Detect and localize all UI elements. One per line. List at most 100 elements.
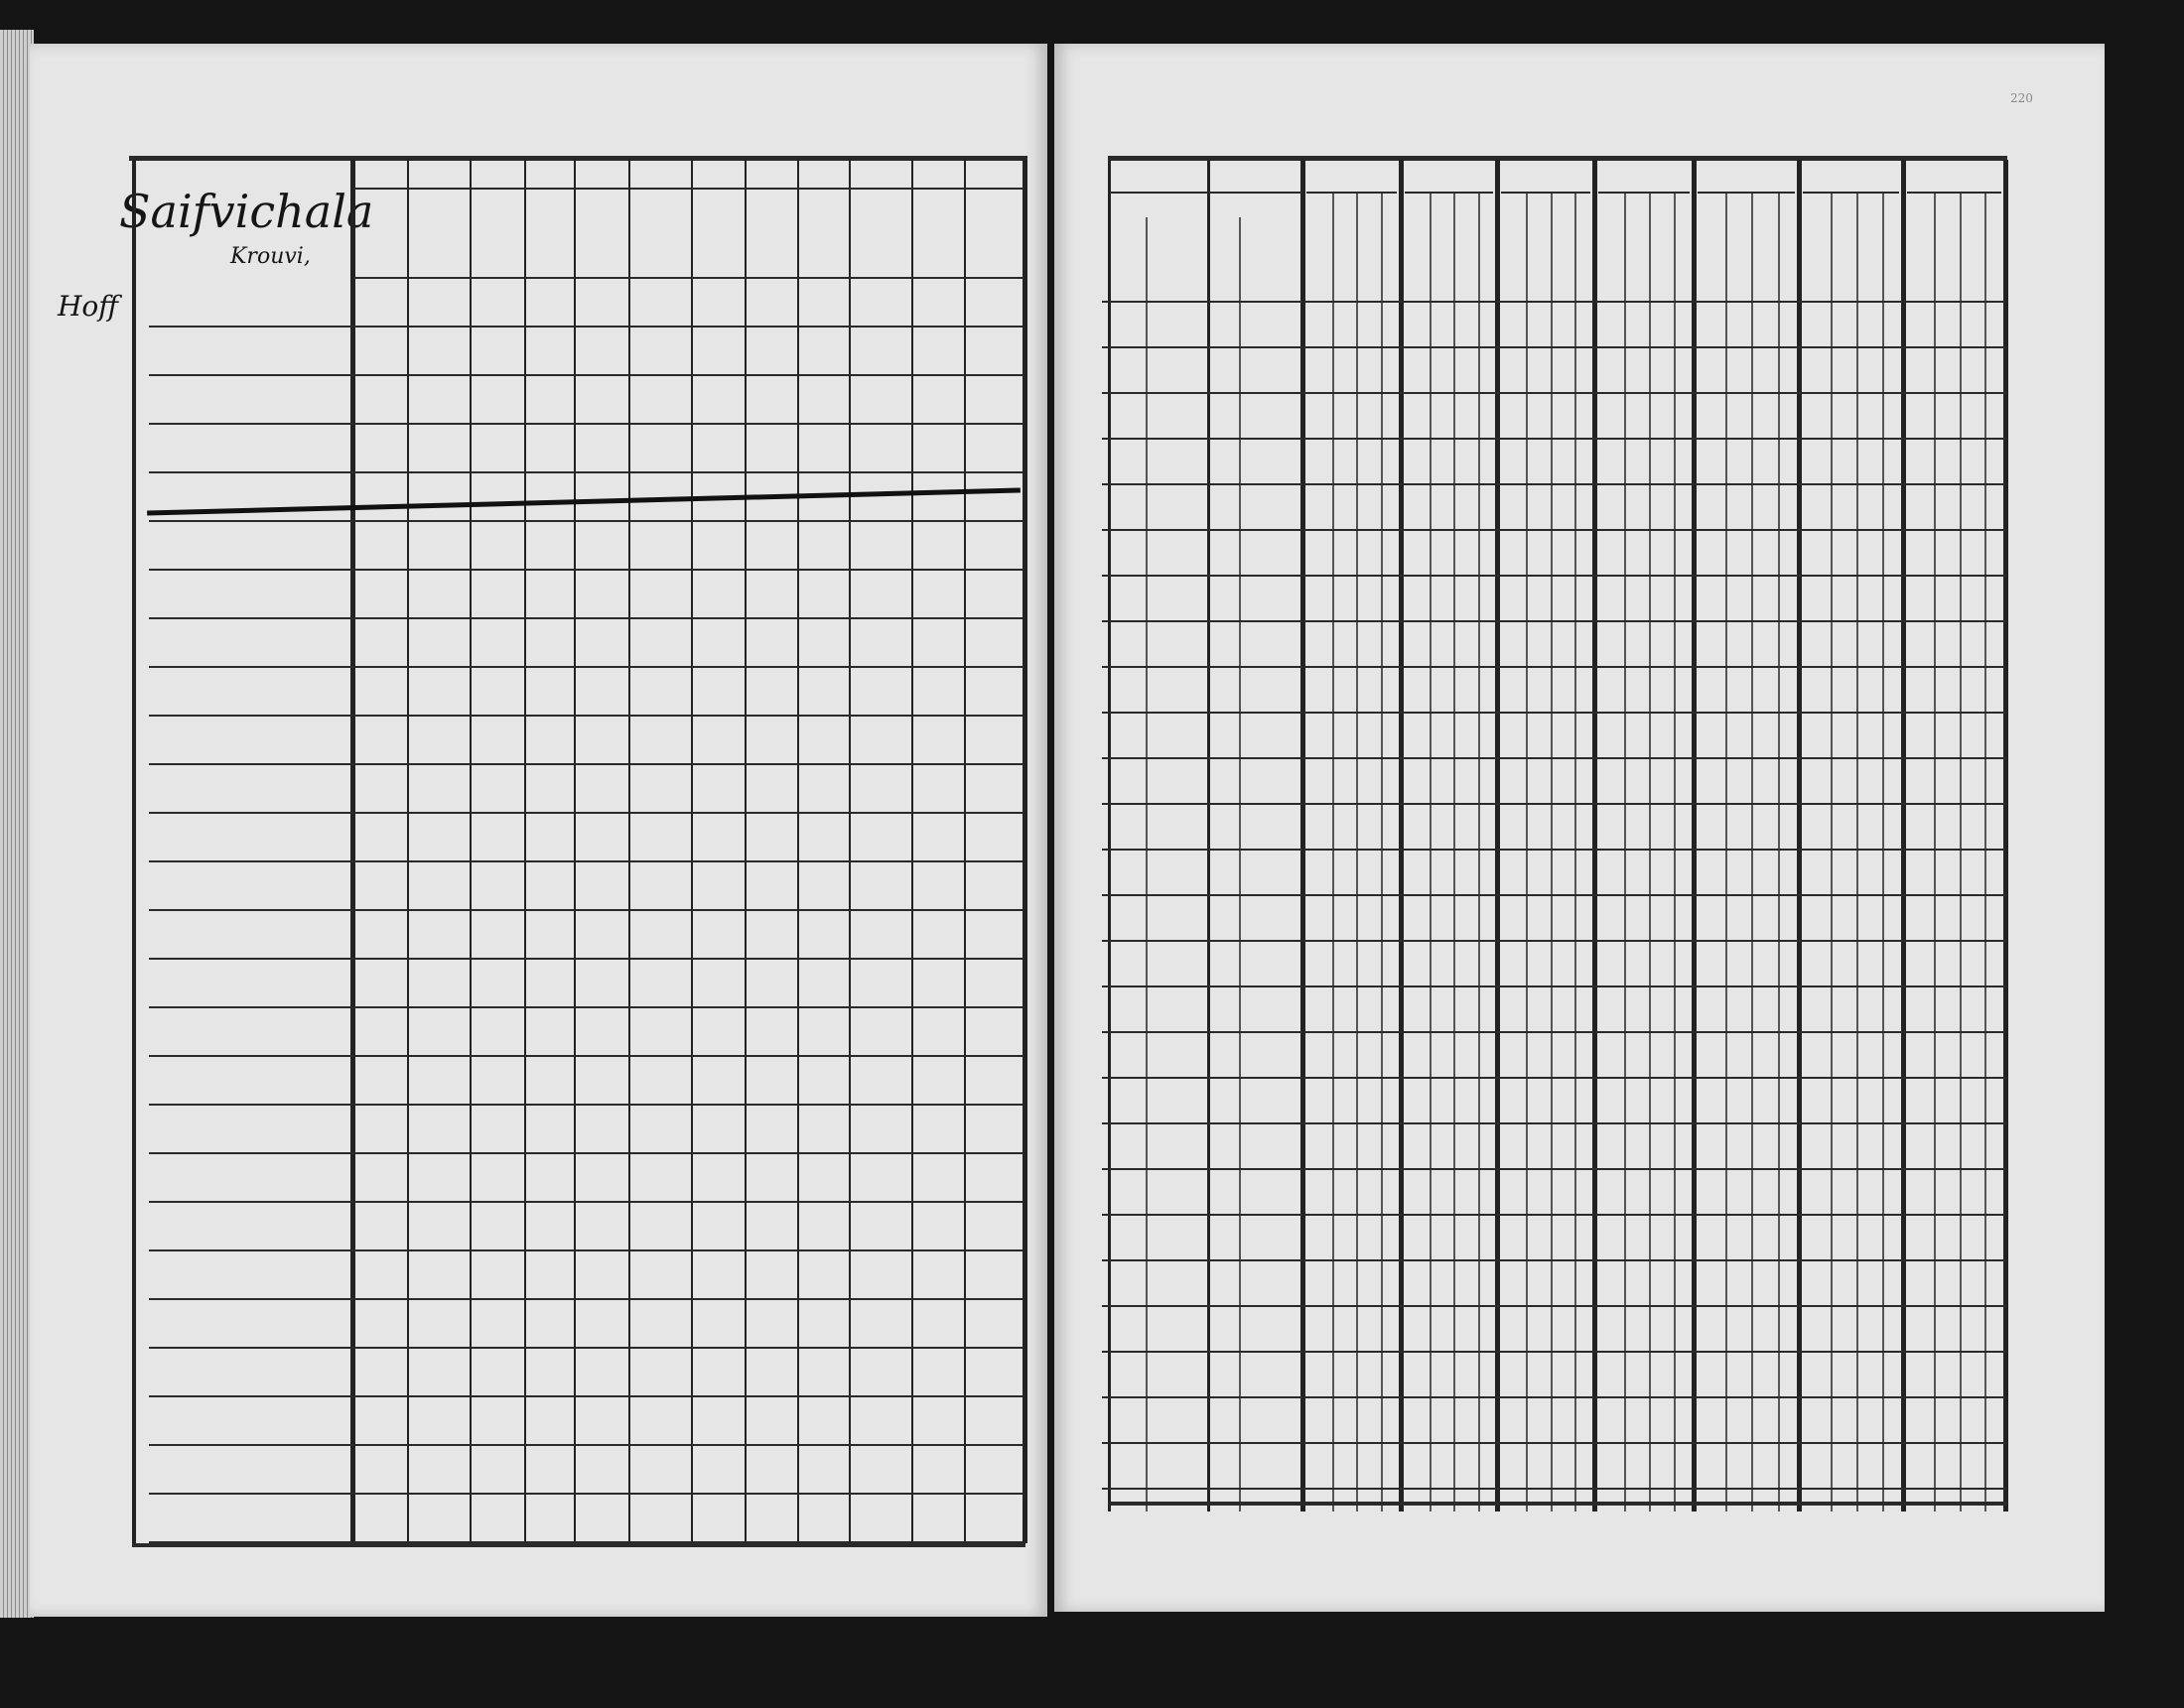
row-rule (149, 1201, 1024, 1203)
header-rule (352, 188, 1024, 190)
row-rule (149, 1347, 1024, 1349)
subcolumn-rule (1331, 194, 1334, 1511)
row-rule (1102, 620, 2007, 622)
row-rule (149, 617, 1024, 619)
subcolumn-rule (1624, 194, 1626, 1511)
row-rule (1102, 483, 2007, 485)
column-rule (1495, 160, 1500, 1511)
subcolumn-rule (1649, 194, 1651, 1511)
column-rule (1692, 160, 1697, 1511)
margin-note: Hoff (58, 290, 119, 323)
row-rule (149, 326, 1024, 328)
header-rule (1501, 192, 1590, 194)
subcolumn-rule (1855, 194, 1858, 1511)
column-subheader (916, 194, 961, 273)
subcolumn-rule (1882, 194, 1884, 1511)
subcolumn-rule (1526, 194, 1529, 1511)
row-rule (149, 1541, 1024, 1543)
subcolumn-rule (1984, 194, 1987, 1511)
row-rule (149, 666, 1024, 668)
subcolumn-rule (1239, 217, 1241, 1511)
column-subheader (633, 194, 688, 273)
header-rule (1803, 192, 1899, 194)
column-rule (1901, 160, 1906, 1511)
row-rule (149, 520, 1024, 522)
column-subheader (696, 194, 742, 273)
book-spine-edge (0, 30, 34, 1618)
column-rule (911, 160, 913, 1543)
header-rule (1110, 192, 1302, 194)
column-subheader (969, 194, 1020, 273)
table-left-rule (132, 160, 136, 1543)
subcolumn-rule (1550, 194, 1553, 1511)
column-rule (964, 160, 966, 1543)
row-rule (1102, 1259, 2007, 1261)
subcolumn-rule (1381, 194, 1384, 1511)
header-rule (352, 277, 1024, 279)
column-rule (1207, 160, 1210, 1511)
column-rule (350, 160, 355, 1543)
row-rule (1102, 666, 2007, 668)
row-rule (1102, 438, 2007, 440)
row-rule (149, 569, 1024, 571)
header-rule (1598, 192, 1690, 194)
column-rule (470, 160, 472, 1543)
subcolumn-rule (1933, 194, 1936, 1511)
row-rule (149, 1104, 1024, 1106)
right-page (1054, 44, 2105, 1612)
row-rule (149, 860, 1024, 862)
column-rule (1300, 160, 1305, 1511)
column-rule (1399, 160, 1404, 1511)
row-rule (149, 1055, 1024, 1057)
row-rule (1102, 1488, 2007, 1490)
column-rule (849, 160, 851, 1543)
row-rule (1102, 301, 2007, 303)
village-subheading: Krouvi, (230, 244, 311, 269)
row-rule (1102, 1122, 2007, 1124)
row-rule (149, 812, 1024, 814)
column-rule (1108, 160, 1111, 1511)
table-bottom-rule (1108, 1502, 2007, 1506)
column-subheader (854, 194, 908, 273)
row-rule (149, 1152, 1024, 1154)
column-subheader (750, 194, 794, 273)
column-subheader (579, 194, 625, 273)
row-rule (1102, 1031, 2007, 1033)
column-rule (1797, 160, 1802, 1511)
header-rule (1405, 192, 1493, 194)
row-rule (1102, 985, 2007, 987)
column-rule (2003, 160, 2008, 1511)
column-subheader (356, 194, 404, 273)
row-rule (1102, 712, 2007, 714)
subcolumn-rule (1146, 217, 1148, 1511)
header-rule (1306, 192, 1397, 194)
row-rule (149, 763, 1024, 765)
row-rule (1102, 940, 2007, 942)
row-rule (1102, 1168, 2007, 1170)
row-rule (1102, 529, 2007, 531)
subcolumn-rule (1430, 194, 1433, 1511)
row-rule (149, 1249, 1024, 1251)
village-heading: Saifvichala (119, 185, 374, 238)
row-rule (1102, 1214, 2007, 1216)
column-rule (1592, 160, 1597, 1511)
column-subheader (412, 194, 467, 273)
column-subheader (529, 194, 571, 273)
row-rule (149, 1395, 1024, 1397)
row-rule (1102, 575, 2007, 577)
row-rule (1102, 757, 2007, 759)
column-rule (691, 160, 693, 1543)
row-rule (1102, 894, 2007, 896)
left-page (30, 44, 1047, 1617)
row-rule (149, 471, 1024, 473)
column-rule (797, 160, 799, 1543)
row-rule (149, 1298, 1024, 1300)
column-rule (574, 160, 576, 1543)
row-rule (149, 1006, 1024, 1008)
subcolumn-rule (1959, 194, 1962, 1511)
subcolumn-rule (1477, 194, 1480, 1511)
row-rule (1102, 346, 2007, 348)
page-number: 220 (2010, 91, 2033, 105)
subcolumn-rule (1453, 194, 1456, 1511)
row-rule (149, 1493, 1024, 1495)
